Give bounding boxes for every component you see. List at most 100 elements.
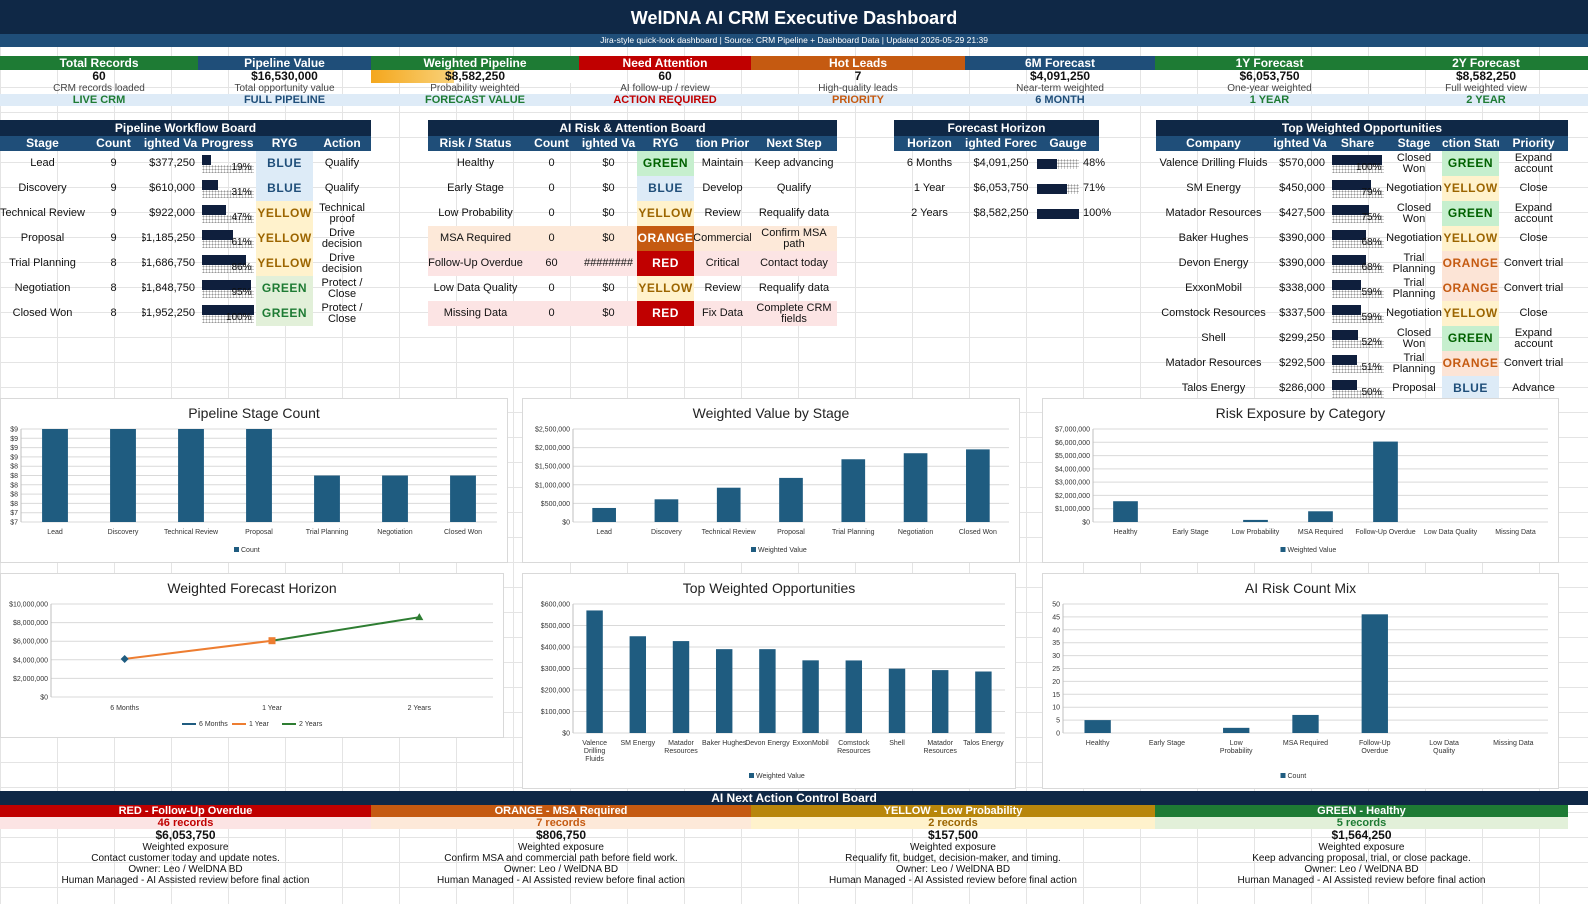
bar[interactable]	[1292, 714, 1319, 733]
table-row[interactable]: Early Stage 0 $0 BLUE Develop Qualify	[428, 176, 837, 201]
column-header[interactable]: ighted Va	[1273, 136, 1327, 150]
x-tick-label: Technical Review	[702, 529, 757, 536]
bar[interactable]	[802, 660, 819, 733]
y-tick-label: $7	[10, 510, 18, 517]
point[interactable]	[268, 637, 276, 645]
column-header[interactable]: RYG	[271, 136, 298, 150]
column-header[interactable]: ction Statu	[1442, 136, 1499, 150]
chart-weighted-forecast-horizon[interactable]: Weighted Forecast Horizon $0 $2,000,000 $4,…	[0, 573, 504, 738]
bar[interactable]	[888, 668, 906, 733]
table-row[interactable]: Closed Won 8 $1,952,250 100% GREEN Protect / …	[0, 301, 371, 326]
bar[interactable]	[903, 453, 928, 522]
column-header[interactable]: Horizon	[907, 136, 952, 150]
column-header[interactable]: RYG	[652, 136, 679, 150]
table-row[interactable]: Lead 9 $377,250 19% BLUE Qualify	[0, 151, 371, 176]
column-header[interactable]: Next Step	[766, 136, 822, 150]
column-header[interactable]: Risk / Status	[439, 136, 512, 150]
bar[interactable]	[629, 636, 647, 733]
table-row[interactable]: Trial Planning 8 $1,686,750 86% YELLOW Drive …	[0, 251, 371, 276]
table-row[interactable]: Matador Resources $292,500 51% Trial Planni…	[1156, 351, 1568, 376]
table-row[interactable]: Proposal 9 $1,185,250 61% YELLOW Drive decisi…	[0, 226, 371, 251]
bar[interactable]	[110, 429, 136, 522]
table-row[interactable]: 6 Months $4,091,250 48%	[894, 151, 1105, 176]
point[interactable]	[415, 613, 424, 621]
column-header[interactable]: ighted Forec	[965, 136, 1037, 150]
table-row[interactable]: Negotiation 8 $1,848,750 95% GREEN Protect / …	[0, 276, 371, 301]
table-row[interactable]: 2 Years $8,582,250 100%	[894, 201, 1111, 226]
table-row[interactable]: Discovery 9 $610,000 31% BLUE Qualify	[0, 176, 371, 201]
bar[interactable]	[382, 475, 408, 523]
bar[interactable]	[1084, 720, 1111, 733]
column-header[interactable]: Company	[1186, 136, 1241, 150]
action-card-yellow[interactable]: YELLOW - Low Probability 2 records $157,50…	[751, 805, 1155, 904]
column-header[interactable]: Stage	[26, 136, 59, 150]
bar[interactable]	[1243, 519, 1268, 522]
table-row[interactable]: Low Probability 0 $0 YELLOW Review Requalify …	[428, 201, 837, 226]
chart-weighted-value-by-stage[interactable]: Weighted Value by Stage $0 $500,000 $1,000,…	[522, 398, 1020, 563]
series-line[interactable]	[271, 616, 420, 642]
bar[interactable]	[966, 449, 990, 522]
table-row[interactable]: Valence Drilling Fluids $570,000 100% Close…	[1156, 151, 1568, 176]
bar[interactable]	[779, 477, 803, 522]
bar[interactable]	[931, 670, 949, 733]
bar[interactable]	[592, 507, 616, 522]
y-tick-label: $0	[562, 520, 570, 527]
table-row[interactable]: Technical Review 9 $922,000 47% YELLOW Techni…	[0, 201, 371, 226]
column-header[interactable]: ighted Va	[143, 136, 198, 150]
action-card-green[interactable]: GREEN - Healthy 5 records $1,564,250 Weight…	[1155, 805, 1568, 904]
table-row[interactable]: Baker Hughes $390,000 68% Negotiation YELLOW…	[1156, 226, 1568, 251]
column-header[interactable]: Progress	[201, 136, 254, 150]
kpi-head: 1Y Forecast	[1155, 56, 1384, 70]
column-header[interactable]: Action	[323, 136, 361, 150]
bar[interactable]	[845, 660, 863, 733]
table-row[interactable]: Comstock Resources $337,500 59% Negotiation…	[1156, 301, 1568, 326]
bar[interactable]	[1373, 441, 1398, 522]
column-header[interactable]: Count	[96, 136, 131, 150]
table-row[interactable]: SM Energy $450,000 79% Negotiation YELLOW Clo…	[1156, 176, 1568, 201]
bar[interactable]	[586, 610, 603, 733]
table-row[interactable]: Shell $299,250 52% Closed Won GREEN Expand ac…	[1156, 326, 1568, 351]
bar[interactable]	[975, 671, 992, 733]
chart-risk-exposure[interactable]: Risk Exposure by Category $0 $1,000,000 $2,…	[1042, 398, 1559, 563]
column-header[interactable]: Priority	[1512, 136, 1555, 150]
table-row[interactable]: 1 Year $6,053,750 71%	[894, 176, 1105, 201]
bar[interactable]	[759, 649, 776, 733]
table-row[interactable]: Missing Data 0 $0 RED Fix Data Complete CRM f…	[428, 301, 837, 326]
column-header[interactable]: Gauge	[1049, 136, 1087, 150]
bar[interactable]	[1308, 511, 1333, 522]
table-row[interactable]: MSA Required 0 $0 ORANGE Commercial Confirm M…	[428, 226, 837, 251]
y-tick-label: $8	[10, 473, 18, 480]
chart-ai-risk-count-mix[interactable]: AI Risk Count Mix 0 5 10 15 20 25 30 35 40 45 50 Hea…	[1042, 573, 1559, 789]
chart-top-weighted-opportunities[interactable]: Top Weighted Opportunities $0 $100,000 $200…	[522, 573, 1016, 789]
bar[interactable]	[1113, 501, 1138, 522]
table-row[interactable]: Talos Energy $286,000 50% Proposal BLUE Advan…	[1156, 376, 1568, 401]
bar[interactable]	[178, 429, 204, 522]
bar[interactable]	[314, 475, 340, 523]
bar[interactable]	[672, 641, 690, 733]
column-header[interactable]: ighted Va	[581, 136, 636, 150]
table-row[interactable]: Healthy 0 $0 GREEN Maintain Keep advancing	[428, 151, 837, 176]
bar[interactable]	[42, 429, 68, 522]
column-header[interactable]: Count	[534, 136, 569, 150]
bar[interactable]	[450, 475, 476, 523]
action-card-orange[interactable]: ORANGE - MSA Required 7 records $806,750 We…	[371, 805, 751, 904]
series-line[interactable]	[124, 639, 273, 660]
table-row[interactable]: Devon Energy $390,000 68% Trial Planning ORA…	[1156, 251, 1568, 276]
bar[interactable]	[716, 487, 741, 522]
column-header[interactable]: Share	[1340, 136, 1375, 150]
bar[interactable]	[1223, 727, 1250, 733]
action-card-red[interactable]: RED - Follow-Up Overdue 46 records $6,053,…	[0, 805, 371, 904]
table-row[interactable]: Follow-Up Overdue 60 ######## RED Critical Co…	[428, 251, 837, 276]
bar[interactable]	[715, 649, 733, 733]
point[interactable]	[120, 654, 129, 663]
column-header[interactable]: Stage	[1397, 136, 1431, 150]
column-header[interactable]: tion Prior	[695, 136, 750, 150]
bar[interactable]	[246, 429, 272, 522]
table-row[interactable]: ExxonMobil $338,000 59% Trial Planning ORANG…	[1156, 276, 1568, 301]
table-row[interactable]: Matador Resources $427,500 75% Closed Won GR…	[1156, 201, 1568, 226]
bar[interactable]	[841, 459, 866, 522]
chart-pipeline-stage-count[interactable]: Pipeline Stage Count $7 $7 $8 $8 $8 $8 $8 $9 $9 $9…	[0, 398, 508, 563]
table-row[interactable]: Low Data Quality 0 $0 YELLOW Review Requalify…	[428, 276, 837, 301]
bar[interactable]	[1361, 614, 1388, 733]
bar[interactable]	[654, 499, 679, 522]
